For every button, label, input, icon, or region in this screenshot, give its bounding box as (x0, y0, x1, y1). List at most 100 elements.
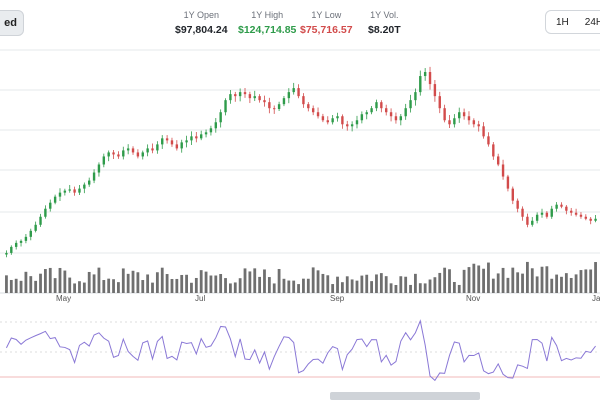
volume-bar (501, 267, 505, 293)
volume-bar (34, 280, 38, 293)
volume-bar (5, 275, 8, 293)
volume-bar (345, 276, 349, 293)
timeframe-24h[interactable]: 24H (584, 16, 600, 28)
volume-bar (136, 272, 140, 293)
candle-body (467, 116, 471, 121)
candle-body (185, 140, 188, 143)
candle-body (209, 128, 213, 133)
candle-body (501, 164, 505, 177)
volume-bar (535, 276, 539, 293)
candle-body (258, 96, 261, 101)
timeframe-toggle[interactable]: 1H 24H (545, 10, 600, 34)
volume-bar (491, 278, 495, 293)
candle-body (516, 200, 519, 209)
candle-body (438, 96, 441, 109)
candle-body (472, 120, 476, 125)
volume-bar (248, 271, 252, 293)
volume-bar (121, 268, 125, 293)
candle-body (10, 246, 13, 253)
candle-body (448, 120, 451, 125)
candle-body (243, 92, 247, 95)
volume-bar (151, 282, 154, 293)
volume-bar (545, 266, 549, 293)
timeframe-1h[interactable]: 1H (556, 16, 569, 28)
stat-label: 1Y High (251, 10, 284, 20)
candle-body (156, 144, 159, 151)
volume-bar (204, 271, 208, 293)
x-tick-label: Jul (195, 294, 206, 303)
candle-body (29, 230, 32, 237)
stat-value: $75,716.57 (300, 24, 353, 36)
volume-bar (209, 275, 213, 293)
active-range-button[interactable]: ed (0, 10, 24, 36)
volume-bar (564, 273, 568, 293)
volume-bar (521, 273, 524, 293)
volume-bar (574, 274, 578, 293)
candle-body (365, 112, 368, 115)
volume-bar (311, 267, 315, 293)
volume-bar (117, 282, 120, 293)
candle-body (458, 112, 461, 119)
candle-body (49, 202, 52, 209)
volume-bar (506, 277, 510, 293)
candle-body (419, 76, 422, 93)
candle-body (19, 240, 23, 243)
candle-body (68, 189, 71, 191)
volume-bar (404, 276, 408, 293)
candle-body (540, 212, 544, 215)
volume-bar (336, 276, 339, 293)
candle-body (570, 210, 573, 213)
candle-body (165, 138, 169, 141)
candle-body (78, 188, 81, 193)
candle-body (107, 152, 110, 157)
candle-body (58, 192, 62, 197)
volume-bar (253, 268, 257, 293)
volume-bar (48, 267, 52, 293)
volume-bar (379, 273, 383, 293)
volume-bar (409, 284, 412, 293)
candle-body (389, 112, 393, 117)
candle-body (199, 134, 203, 139)
candle-body (326, 120, 329, 123)
volume-bar (569, 277, 573, 293)
volume-bar (43, 269, 47, 293)
volume-bar (414, 273, 417, 293)
candle-body (409, 100, 412, 109)
candle-body (238, 92, 242, 97)
candle-body (126, 148, 130, 151)
candle-body (253, 96, 256, 99)
volume-bar (384, 276, 388, 293)
volume-bar (131, 270, 135, 293)
volume-bar (160, 267, 164, 293)
candle-body (331, 118, 334, 123)
candle-body (526, 216, 529, 225)
volume-bar (282, 278, 286, 293)
candle-body (506, 176, 510, 189)
volume-bar (112, 279, 115, 293)
candle-body (219, 112, 222, 123)
candle-body (97, 164, 101, 173)
candle-body (346, 124, 349, 127)
candle-body (34, 224, 37, 231)
candle-body (521, 208, 524, 217)
candle-body (229, 94, 232, 101)
volume-bar (39, 273, 42, 293)
volume-bar (516, 272, 520, 293)
volume-bar (277, 269, 281, 293)
volume-bar (214, 275, 218, 293)
candle-body (404, 108, 407, 117)
candle-body (316, 112, 320, 117)
candle-body (5, 252, 8, 255)
volume-bar (267, 277, 271, 293)
volume-bar (58, 267, 62, 293)
active-range-label: ed (4, 17, 17, 29)
candle-body (560, 204, 563, 207)
candle-body (355, 120, 359, 125)
candle-body (589, 218, 592, 221)
volume-bar (326, 275, 330, 293)
volume-bar (448, 269, 451, 293)
volume-bar (306, 278, 310, 293)
stat-1y-high: 1Y High $124,714.85 (238, 10, 296, 36)
volume-bar (370, 281, 373, 293)
